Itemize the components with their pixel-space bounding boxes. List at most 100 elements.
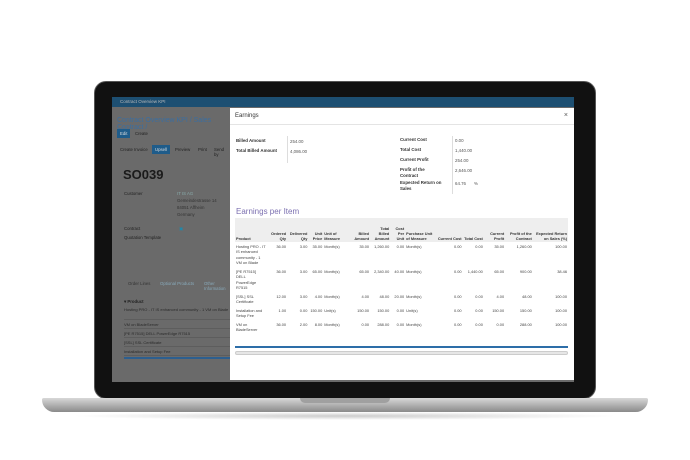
table-cell: 0.00 bbox=[396, 243, 405, 249]
table-cell: Unit(s) bbox=[406, 307, 418, 313]
background-form: Contract Overview KPI / Sales Contract /… bbox=[112, 107, 234, 382]
column-header[interactable]: Expected Return on Sales (%) bbox=[532, 218, 568, 242]
table-cell: 38.46 bbox=[557, 268, 567, 274]
horizontal-scrollbar[interactable] bbox=[235, 351, 568, 355]
current-cost-label: Current Cost bbox=[400, 137, 427, 142]
profit-of-contract-label: Profit of the Contract bbox=[400, 167, 425, 178]
table-cell: 40.00 bbox=[394, 268, 405, 274]
table-cell: 100.00 bbox=[555, 307, 567, 313]
earnings-table: Product Ordered Qty Delivered Qty Unit Pric… bbox=[235, 218, 568, 334]
table-cell: 0.00 bbox=[454, 321, 462, 327]
table-cell: Month(s) bbox=[324, 321, 340, 327]
top-bar: Contract Overview KPI bbox=[112, 97, 574, 107]
product-header-text: Product bbox=[127, 299, 144, 304]
billed-amount-label: Billed Amount bbox=[236, 138, 266, 143]
billed-amount-value: 254.00 bbox=[290, 139, 304, 144]
print-button[interactable]: Print bbox=[198, 147, 207, 152]
order-lines-underline bbox=[124, 357, 234, 359]
tab-order-lines[interactable]: Order Lines bbox=[128, 281, 151, 286]
order-line[interactable]: Hosting PRO - IT IS enhanced community -… bbox=[124, 305, 234, 320]
table-cell: 36.00 bbox=[276, 321, 287, 327]
percent-unit: % bbox=[474, 181, 478, 186]
table-cell: 0.00 bbox=[454, 268, 462, 274]
column-header[interactable]: Delivered Qty bbox=[287, 218, 309, 242]
table-row: [PE R7515] DELL PowerEdge R7515 36.00 3.00… bbox=[235, 267, 568, 292]
column-header[interactable]: Current Profit bbox=[483, 218, 506, 242]
breadcrumb[interactable]: Contract Overview KPI / Sales Contract / bbox=[117, 117, 212, 131]
product-column-header[interactable]: ▾ Product bbox=[124, 299, 144, 304]
total-billed-amount-value: 4,086.00 bbox=[290, 149, 308, 154]
table-cell: 8.00 bbox=[314, 321, 323, 327]
create-invoice-button[interactable]: Create Invoice bbox=[120, 147, 148, 152]
column-header[interactable]: Current Cost bbox=[434, 218, 463, 242]
contract-label: Contract bbox=[124, 226, 141, 231]
modal-title: Earnings bbox=[235, 113, 259, 119]
table-cell: 1.00 bbox=[278, 307, 287, 313]
table-header-row: Product Ordered Qty Delivered Qty Unit Pric… bbox=[235, 218, 568, 242]
column-header[interactable]: Billed Amount bbox=[348, 218, 371, 242]
table-cell: 65.00 bbox=[494, 268, 505, 274]
column-header[interactable]: Total Billed Amount bbox=[370, 218, 391, 242]
table-cell: 48.00 bbox=[379, 293, 390, 299]
customer-name[interactable]: IT IS AG bbox=[177, 191, 194, 196]
column-header[interactable]: Profit of the Contract bbox=[505, 218, 533, 242]
table-cell: [SSL] SSL Certificate bbox=[236, 293, 254, 305]
table-cell: 0.00 bbox=[475, 243, 483, 249]
table-cell: 1,260.00 bbox=[516, 243, 532, 249]
column-header[interactable]: Cost Per Unit bbox=[390, 218, 406, 242]
table-cell: Month(s) bbox=[406, 321, 422, 327]
screen: Contract Overview KPI Contract Overview … bbox=[112, 97, 574, 382]
current-cost-value: 0.00 bbox=[455, 138, 464, 143]
upsell-button[interactable]: Upsell bbox=[152, 145, 170, 154]
earnings-modal: Earnings × Billed Amount 254.00 Total Bi… bbox=[230, 108, 574, 380]
table-cell: 0.00 bbox=[475, 321, 483, 327]
table-cell: 3.00 bbox=[299, 268, 308, 274]
order-line[interactable]: Installation and Setup Fee bbox=[124, 347, 234, 356]
column-header[interactable]: Purchase Unit of Measure bbox=[405, 218, 435, 242]
order-line[interactable]: VM on BladeServer bbox=[124, 320, 234, 329]
column-header[interactable]: Unit Price bbox=[308, 218, 324, 242]
table-cell: 48.00 bbox=[522, 293, 532, 299]
tab-other-information[interactable]: Other Information bbox=[204, 281, 226, 291]
send-button[interactable]: Send by bbox=[214, 147, 225, 157]
table-cell: 150.00 bbox=[310, 307, 323, 313]
current-profit-value: 254.00 bbox=[455, 158, 469, 163]
table-cell: 0.00 bbox=[299, 307, 308, 313]
customer-label: Customer bbox=[124, 191, 143, 196]
table-cell: 65.00 bbox=[359, 268, 370, 274]
table-row: Installation and Setup Fee 1.00 0.00 150.00… bbox=[235, 306, 568, 320]
order-number: SO039 bbox=[123, 167, 164, 182]
table-cell: 1,260.00 bbox=[374, 243, 390, 249]
table-cell: 4.00 bbox=[496, 293, 505, 299]
close-icon[interactable]: × bbox=[563, 112, 568, 119]
preview-button[interactable]: Preview bbox=[175, 147, 191, 152]
table-row: Hosting PRO - IT IS enhanced community -… bbox=[235, 242, 568, 267]
table-cell: 0.00 bbox=[454, 307, 462, 313]
tab-optional-products[interactable]: Optional Products bbox=[160, 281, 195, 286]
column-header[interactable]: Unit of Measure bbox=[323, 218, 349, 242]
table-row: [SSL] SSL Certificate 12.00 3.00 4.00 Month(… bbox=[235, 292, 568, 306]
table-cell: 150.00 bbox=[377, 307, 390, 313]
customer-city: 84051 Affheim bbox=[177, 205, 205, 210]
create-button[interactable]: Create bbox=[135, 131, 148, 136]
table-cell: 900.00 bbox=[519, 268, 532, 274]
column-header[interactable]: Ordered Qty bbox=[266, 218, 288, 242]
order-line[interactable]: [PE R7515] DELL PowerEdge R7515 bbox=[124, 329, 234, 338]
customer-street: Gemeindestrasse 14 bbox=[177, 198, 217, 203]
table-cell: 0.00 bbox=[454, 243, 462, 249]
profit-of-contract-value: 2,646.00 bbox=[455, 168, 473, 173]
total-cost-label: Total Cost bbox=[400, 147, 422, 152]
column-header[interactable]: Product bbox=[235, 218, 267, 242]
laptop-notch bbox=[300, 398, 390, 403]
contract-checkbox[interactable]: ▣ bbox=[179, 226, 184, 231]
edit-button[interactable]: Edit bbox=[117, 129, 131, 138]
laptop-base bbox=[42, 398, 648, 412]
table-cell: 0.00 bbox=[454, 293, 462, 299]
table-cell: 36.00 bbox=[276, 268, 287, 274]
expected-return-label: Expected Return on Sales bbox=[400, 180, 442, 191]
table-cell: VM on BladeServer bbox=[236, 321, 258, 333]
column-header[interactable]: Total Cost bbox=[462, 218, 484, 242]
table-cell: 0.00 bbox=[396, 307, 405, 313]
order-line[interactable]: [SSL] SSL Certificate bbox=[124, 338, 234, 347]
table-cell: 36.00 bbox=[276, 243, 287, 249]
